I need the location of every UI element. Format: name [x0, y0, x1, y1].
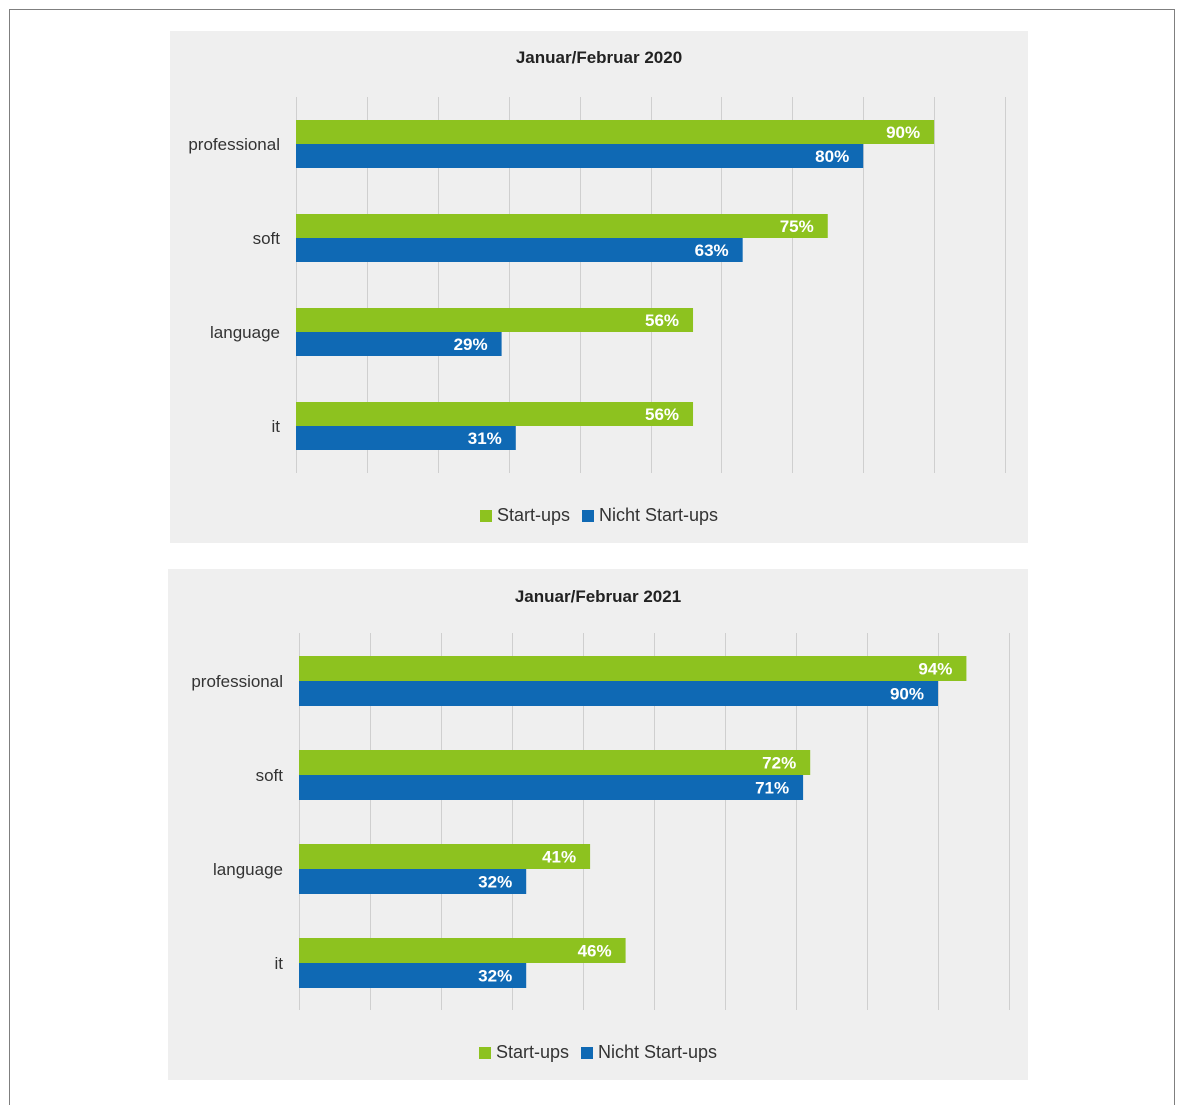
legend-swatch-start-ups: [478, 1046, 491, 1059]
bar-nicht-start-ups-it: [299, 963, 527, 988]
data-label-nicht-start-ups-soft: 63%: [695, 241, 729, 260]
bar-plot: professional 94% 90% soft 72% 71% language 41% 3…: [191, 633, 1010, 1010]
chart-title: Januar/Februar 2020: [515, 48, 683, 67]
data-label-nicht-start-ups-language: 32%: [478, 873, 512, 892]
bar-nicht-start-ups-professional: [299, 681, 938, 706]
bar-nicht-start-ups-professional: [296, 144, 864, 168]
legend-item-start-ups: Start-ups: [478, 1042, 569, 1063]
data-label-nicht-start-ups-it: 31%: [468, 429, 502, 448]
bar-start-ups-language: [296, 308, 694, 332]
data-label-nicht-start-ups-soft: 71%: [755, 779, 789, 798]
bar-plot: professional 90% 80% soft 75% 63% language 56% 2…: [188, 97, 1006, 473]
bar-start-ups-professional: [296, 120, 935, 144]
chart-panel-2021: Januar/Februar 2021 professional 94% 90% so…: [168, 569, 1028, 1080]
legend: Start-ups Nicht Start-ups: [168, 1042, 1028, 1063]
legend-swatch-nicht-start-ups: [580, 1046, 593, 1059]
bar-nicht-start-ups-language: [299, 869, 527, 894]
category-label-soft: soft: [253, 229, 281, 248]
legend-label-nicht-start-ups: Nicht Start-ups: [597, 1042, 718, 1062]
legend-swatch-start-ups: [479, 509, 492, 522]
bar-start-ups-soft: [299, 750, 811, 775]
data-label-start-ups-soft: 75%: [780, 217, 814, 236]
category-label-language: language: [213, 860, 283, 879]
bar-start-ups-soft: [296, 214, 828, 238]
category-label-professional: professional: [191, 672, 283, 691]
legend-item-nicht-start-ups: Nicht Start-ups: [580, 1042, 718, 1063]
data-label-start-ups-it: 46%: [578, 942, 612, 961]
category-label-it: it: [272, 417, 281, 436]
bar-start-ups-language: [299, 844, 591, 869]
data-label-nicht-start-ups-professional: 80%: [815, 147, 849, 166]
bar-nicht-start-ups-soft: [299, 775, 804, 800]
legend-swatch-nicht-start-ups: [581, 509, 594, 522]
legend-item-nicht-start-ups: Nicht Start-ups: [581, 505, 719, 526]
chart-title: Januar/Februar 2021: [514, 587, 682, 606]
bar-start-ups-it: [296, 402, 694, 426]
data-label-nicht-start-ups-it: 32%: [478, 967, 512, 986]
bar-start-ups-professional: [299, 656, 967, 681]
data-label-start-ups-professional: 94%: [918, 660, 952, 679]
legend-item-start-ups: Start-ups: [479, 505, 570, 526]
data-label-start-ups-language: 41%: [542, 848, 576, 867]
legend-label-start-ups: Start-ups: [495, 1042, 569, 1062]
data-label-nicht-start-ups-professional: 90%: [890, 685, 924, 704]
legend: Start-ups Nicht Start-ups: [170, 505, 1028, 526]
category-label-language: language: [210, 323, 280, 342]
bar-nicht-start-ups-soft: [296, 238, 743, 262]
category-label-it: it: [275, 954, 284, 973]
legend-label-nicht-start-ups: Nicht Start-ups: [598, 505, 719, 525]
legend-label-start-ups: Start-ups: [496, 505, 570, 525]
page-frame: [9, 9, 1175, 1105]
bar-nicht-start-ups-it: [296, 426, 516, 450]
category-label-professional: professional: [188, 135, 280, 154]
data-label-start-ups-it: 56%: [645, 405, 679, 424]
data-label-start-ups-language: 56%: [645, 311, 679, 330]
data-label-start-ups-professional: 90%: [886, 123, 920, 142]
data-label-start-ups-soft: 72%: [762, 754, 796, 773]
category-label-soft: soft: [256, 766, 284, 785]
bar-start-ups-it: [299, 938, 626, 963]
chart-panel-2020: Januar/Februar 2020 professional 90% 80% so…: [170, 31, 1028, 543]
bar-nicht-start-ups-language: [296, 332, 502, 356]
data-label-nicht-start-ups-language: 29%: [454, 335, 488, 354]
